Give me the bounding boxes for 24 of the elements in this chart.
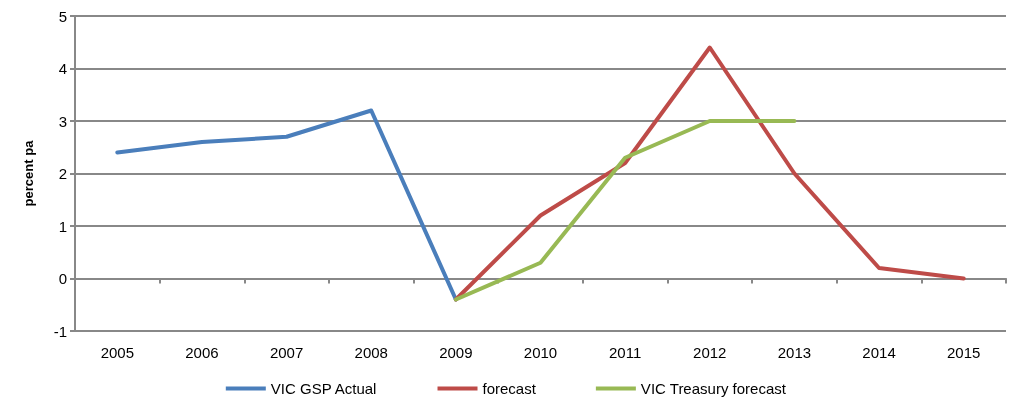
y-tick-label: 4 [58,60,67,77]
x-tick-label: 2015 [946,344,981,361]
y-tick-label: 1 [58,217,67,235]
legend-label: VIC Treasury forecast [640,380,787,397]
x-tick-label: 2012 [693,344,727,361]
y-axis-title: percent pa [21,139,36,207]
x-tick-label: 2005 [100,344,135,361]
x-tick-label: 2009 [439,344,473,361]
x-tick-label: 2011 [609,344,642,361]
y-tick-label: -1 [53,322,67,340]
x-tick-label: 2007 [269,344,304,361]
line-series [453,119,797,302]
x-tick-label: 2010 [523,344,558,361]
legend-label: VIC GSP Actual [270,380,377,397]
x-tick-label: 2014 [862,344,896,361]
line-series [115,108,458,302]
y-tick-label: 2 [58,165,67,182]
legend-label: forecast [482,380,537,397]
x-tick-label: 2013 [777,344,812,361]
x-tick-label: 2008 [354,344,388,361]
y-tick-label: 5 [58,7,67,25]
x-tick-label: 2006 [185,344,219,361]
y-tick-label: 3 [58,112,67,130]
y-tick-label: 0 [58,270,67,287]
